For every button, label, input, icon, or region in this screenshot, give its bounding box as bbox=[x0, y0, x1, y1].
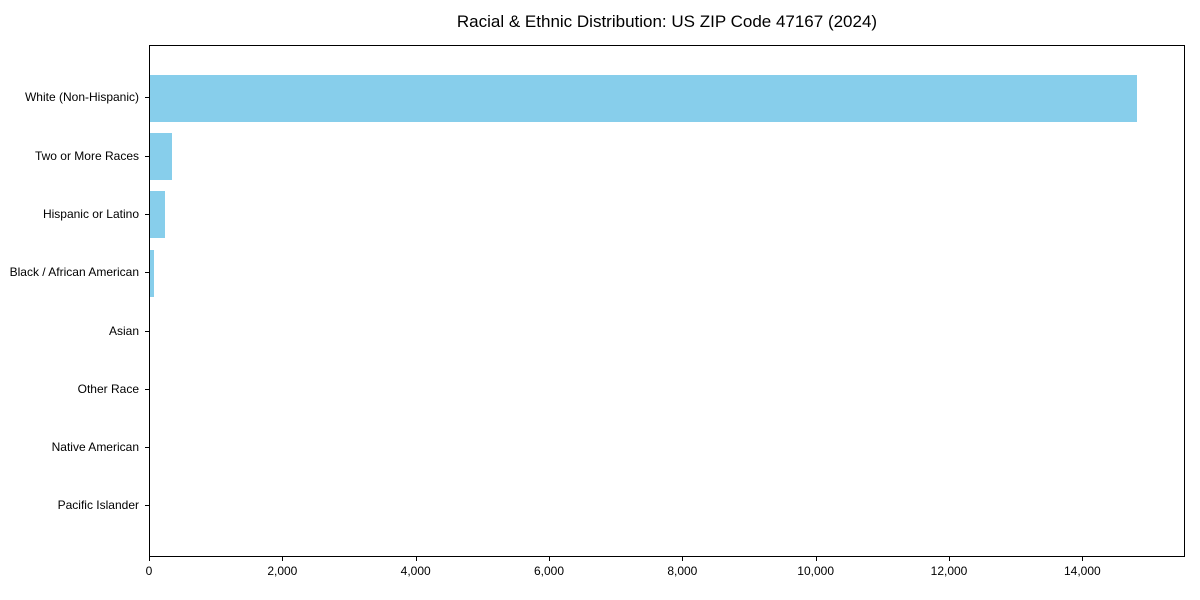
y-axis-label: Pacific Islander bbox=[57, 498, 139, 513]
x-tick-label: 4,000 bbox=[400, 564, 431, 578]
x-tick bbox=[815, 557, 817, 561]
y-axis-label: Hispanic or Latino bbox=[42, 206, 139, 221]
x-tick-label: 10,000 bbox=[797, 564, 835, 578]
bar bbox=[150, 133, 172, 181]
x-tick bbox=[149, 557, 150, 561]
bar bbox=[150, 74, 1137, 122]
y-tick bbox=[145, 272, 149, 274]
x-tick-label: 8,000 bbox=[667, 564, 698, 578]
y-tick bbox=[145, 388, 149, 390]
bar bbox=[150, 191, 166, 239]
plot-area bbox=[149, 45, 1185, 557]
chart-title: Racial & Ethnic Distribution: US ZIP Cod… bbox=[456, 12, 878, 31]
x-tick-label: 14,000 bbox=[1063, 564, 1101, 578]
x-tick bbox=[682, 557, 684, 561]
x-tick-label: 6,000 bbox=[533, 564, 565, 578]
y-axis-label: White (Non-Hispanic) bbox=[24, 90, 139, 105]
y-tick bbox=[145, 213, 149, 215]
x-tick bbox=[1082, 557, 1084, 561]
y-axis-label: Two or More Races bbox=[34, 148, 139, 163]
x-tick-label: 12,000 bbox=[930, 564, 968, 578]
y-axis-label: Other Race bbox=[77, 381, 139, 396]
y-tick bbox=[145, 155, 149, 157]
bar bbox=[150, 249, 154, 297]
x-tick-label: 2,000 bbox=[267, 564, 298, 578]
y-tick bbox=[145, 97, 149, 99]
x-tick bbox=[415, 557, 417, 561]
y-tick bbox=[145, 330, 149, 332]
y-axis-label: Asian bbox=[108, 323, 139, 338]
y-axis-label: Native American bbox=[51, 440, 139, 455]
x-tick-label: 0 bbox=[145, 564, 153, 578]
x-tick bbox=[949, 557, 950, 561]
x-tick bbox=[549, 557, 550, 561]
y-tick bbox=[145, 447, 149, 449]
y-axis-label: Black / African American bbox=[9, 265, 139, 280]
y-tick bbox=[145, 505, 149, 507]
x-tick bbox=[282, 557, 284, 561]
